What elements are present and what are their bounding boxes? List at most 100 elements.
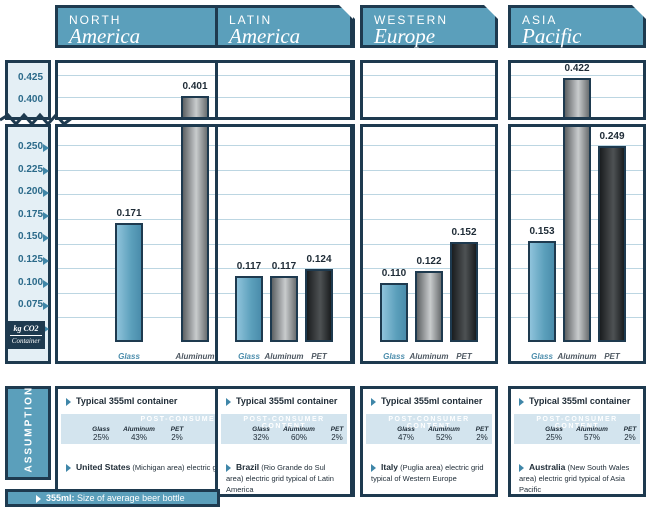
electric-grid-note: Brazil (Rio Grande do Sul area) electric… — [226, 462, 342, 495]
gridline — [363, 169, 495, 171]
post-consumer-col: Aluminum 43% — [119, 426, 159, 442]
gridline — [218, 194, 350, 196]
category-label: PET — [604, 352, 620, 361]
gridline — [218, 268, 350, 270]
post-consumer-col: Aluminum 60% — [279, 426, 319, 442]
region-name-line1: ASIA — [522, 13, 558, 27]
tick-arrow-icon — [43, 189, 49, 197]
region-name-line1: NORTH — [69, 13, 122, 27]
typical-container: Typical 355ml container — [371, 396, 482, 406]
y-tick-label: 0.425 — [18, 72, 44, 83]
pc-value: 60% — [290, 433, 307, 442]
bar-aluminum — [270, 276, 298, 342]
region-name-line2: Pacific — [522, 24, 582, 48]
pc-value: 2% — [331, 433, 343, 442]
tick-arrow-icon — [43, 212, 49, 220]
tick-arrow-icon — [43, 167, 49, 175]
bar-pet — [450, 241, 478, 342]
tick-arrow-icon — [43, 144, 49, 152]
pc-value: 2% — [624, 433, 636, 442]
post-consumer-title: POST-CONSUMER CONTENT — [243, 416, 325, 430]
arrow-icon — [519, 464, 524, 473]
pc-material: PET — [170, 426, 184, 433]
area: (Rio Grande do Sul area) — [226, 463, 326, 483]
gridline — [218, 218, 350, 220]
unit-top: kg CO2 — [13, 324, 39, 333]
y-tick-label: 0.100 — [18, 277, 44, 288]
y-axis-upper: 0.425 0.400 — [5, 60, 51, 120]
arrow-icon — [66, 397, 71, 406]
bar-value-label: 0.249 — [599, 130, 625, 142]
assumption-box: Typical 355ml container POST-CONSUMER CON… — [360, 386, 498, 497]
grid-text: electric grid typical of Asia Pacific — [519, 474, 625, 494]
gridline — [363, 243, 495, 245]
pc-material: Glass — [92, 426, 110, 433]
post-consumer-col: PET 2% — [462, 426, 502, 442]
post-consumer-col: Glass 25% — [81, 426, 121, 442]
pc-material: PET — [475, 426, 489, 433]
region-header: ASIA Pacific — [508, 5, 646, 48]
bar-aluminum — [181, 96, 209, 117]
note-text: Size of average beer bottle — [74, 493, 185, 503]
tick-arrow-icon — [43, 280, 49, 288]
region-name-line1: LATIN — [229, 13, 273, 27]
gridline — [218, 145, 350, 146]
category-label: Aluminum — [409, 352, 449, 361]
y-tick-label: 0.175 — [18, 209, 44, 220]
typical-container: Typical 355ml container — [66, 396, 177, 406]
typical-text: Typical 355ml container — [236, 396, 338, 406]
bar-value-label: 0.122 — [416, 256, 442, 268]
bar-value-label: 0.117 — [271, 261, 297, 272]
gridline — [218, 243, 350, 245]
post-consumer-box: POST-CONSUMER CONTENT Glass 32% Aluminum 60%… — [221, 414, 347, 444]
typical-container: Typical 355ml container — [519, 396, 630, 406]
y-tick-label: 0.125 — [18, 254, 44, 265]
pc-value: 32% — [252, 433, 269, 442]
electric-grid-note: Australia (New South Wales area) electri… — [519, 462, 635, 495]
pc-material: Aluminum — [283, 426, 315, 433]
category-label: Aluminum — [175, 352, 215, 361]
corner-cut — [339, 5, 353, 19]
pc-value: 43% — [130, 433, 147, 442]
pc-value: 25% — [92, 433, 109, 442]
category-label: Glass — [118, 352, 140, 361]
region-name-line2: Europe — [374, 24, 436, 48]
bar-value-label: 0.171 — [116, 207, 142, 219]
bar-aluminum — [563, 127, 591, 342]
plot-panel-upper — [360, 60, 498, 120]
bar-glass — [115, 222, 143, 342]
arrow-icon — [36, 494, 41, 503]
bar-aluminum — [563, 77, 591, 117]
assumptions-label: ASSUMPTIONS — [23, 377, 35, 473]
typical-text: Typical 355ml container — [381, 396, 483, 406]
post-consumer-col: PET 2% — [317, 426, 357, 442]
gridline — [363, 194, 495, 196]
bar-value-label: 0.401 — [182, 81, 208, 93]
post-consumer-box: POST-CONSUMER CONTENT Glass 47% Aluminum 52%… — [366, 414, 492, 444]
post-consumer-col: PET 2% — [157, 426, 197, 442]
bar-glass — [380, 282, 408, 342]
gridline — [363, 97, 495, 98]
tick-arrow-icon — [43, 302, 49, 310]
post-consumer-title: POST-CONSUMER CONTENT — [140, 416, 270, 423]
corner-cut — [484, 5, 498, 19]
arrow-icon — [371, 397, 376, 406]
region-header: WESTERN Europe — [360, 5, 498, 48]
post-consumer-title: POST-CONSUMER CONTENT — [388, 416, 470, 430]
pc-value: 52% — [435, 433, 452, 442]
category-label: Glass — [383, 352, 405, 361]
pc-material: Glass — [545, 426, 563, 433]
gridline — [218, 75, 350, 76]
post-consumer-col: Glass 25% — [534, 426, 574, 442]
bar-glass — [528, 240, 556, 342]
bar-value-label: 0.117 — [236, 261, 262, 272]
bar-aluminum — [181, 127, 209, 342]
assumption-box: Typical 355ml container POST-CONSUMER CON… — [508, 386, 646, 497]
y-tick-label: 0.250 — [18, 141, 44, 152]
region-name-line2: America — [69, 24, 141, 48]
gridline — [511, 75, 643, 76]
pc-value: 57% — [583, 433, 600, 442]
tick-arrow-icon — [43, 325, 49, 333]
area: (New South Wales area) — [519, 463, 630, 483]
y-tick-label: 0.075 — [18, 299, 44, 310]
